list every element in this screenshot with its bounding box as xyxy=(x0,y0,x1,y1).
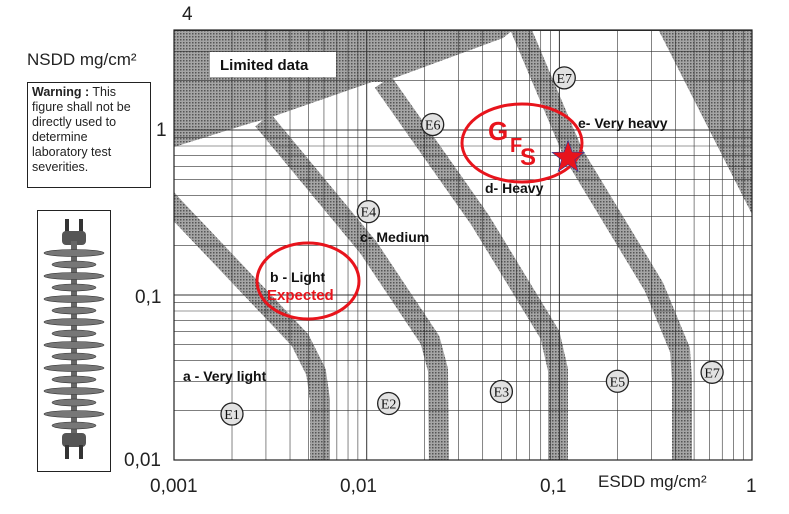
expected-annotation: Expected xyxy=(267,287,334,304)
insulator-shed xyxy=(43,410,105,418)
x-tick-1: 1 xyxy=(746,476,757,497)
insulator-shed xyxy=(51,352,97,361)
point-marker xyxy=(356,200,381,224)
limited-data-label: Limited data xyxy=(220,57,309,74)
point-marker xyxy=(489,379,514,404)
y-axis-title: NSDD mg/cm² xyxy=(27,50,137,69)
point-marker xyxy=(605,369,630,393)
insulator-shed xyxy=(43,387,105,395)
point-label: E4 xyxy=(361,206,377,221)
point-e7: E7 xyxy=(552,66,576,90)
band-a-b-boundary xyxy=(174,191,330,460)
zone-e-label: e- Very heavy xyxy=(578,115,668,131)
x-tick-0-01: 0,01 xyxy=(340,476,377,497)
gfs-star-marker xyxy=(551,139,586,173)
insulator-shed xyxy=(43,364,105,372)
insulator-shed xyxy=(51,260,97,269)
band-d-e-boundary xyxy=(510,30,692,460)
gfs-letter-f: F xyxy=(510,135,522,157)
zone-a-label: a - Very light xyxy=(183,368,267,384)
point-e6: E6 xyxy=(421,112,445,137)
insulator-shed xyxy=(51,329,97,338)
point-marker xyxy=(220,402,244,426)
x-axis-title: ESDD mg/cm² xyxy=(598,472,707,491)
insulator-shed xyxy=(43,249,105,257)
point-e4: E4 xyxy=(356,200,381,224)
y-tick-4: 4 xyxy=(182,4,193,25)
gfs-ellipse xyxy=(460,102,584,184)
point-label: E6 xyxy=(425,118,441,133)
point-e5: E5 xyxy=(605,369,630,393)
band-b-c-boundary xyxy=(255,113,449,460)
point-marker xyxy=(700,360,724,384)
insulator-shed xyxy=(51,306,97,315)
insulator-icon xyxy=(43,219,105,459)
point-e1: E1 xyxy=(220,402,244,426)
zone-d-label: d- Heavy xyxy=(485,180,544,196)
point-label: E5 xyxy=(610,375,626,390)
point-marker xyxy=(377,391,401,416)
insulator-shed xyxy=(51,398,97,407)
warning-note: Warning : This figure shall not be direc… xyxy=(27,82,151,188)
band-c-d-boundary xyxy=(374,76,568,460)
point-label: E7 xyxy=(704,366,720,381)
point-e2: E2 xyxy=(377,391,401,416)
point-marker xyxy=(552,66,576,90)
point-marker xyxy=(421,112,445,137)
point-label: E1 xyxy=(224,408,240,423)
y-tick-1: 1 xyxy=(156,120,167,141)
y-tick-0-1: 0,1 xyxy=(135,287,162,308)
warning-bold: Warning : xyxy=(32,85,90,99)
gfs-letter-g: G xyxy=(488,116,508,146)
y-tick-0-01: 0,01 xyxy=(124,450,161,471)
gfs-letter-s: S xyxy=(520,144,536,171)
expected-ellipse xyxy=(255,241,361,321)
x-tick-0-001: 0,001 xyxy=(150,476,198,497)
insulator-shed xyxy=(51,421,97,430)
limited-data-box xyxy=(210,52,336,77)
insulator-shed xyxy=(51,375,97,384)
point-label: E2 xyxy=(381,398,397,413)
warning-text: This figure shall not be directly used t… xyxy=(32,85,131,174)
insulator-image xyxy=(37,210,111,472)
insulator-shed xyxy=(43,272,105,280)
point-label: E3 xyxy=(494,386,510,401)
point-e3: E3 xyxy=(489,379,514,404)
zone-b-label: b - Light xyxy=(270,269,326,285)
point-label: E7 xyxy=(556,72,572,87)
plot-frame xyxy=(173,29,753,461)
point-e7: E7 xyxy=(700,360,724,384)
insulator-shed xyxy=(43,318,105,326)
insulator-shed xyxy=(43,341,105,349)
zone-c-label: c- Medium xyxy=(360,229,429,245)
zone-ab-region xyxy=(174,120,439,460)
insulator-shed xyxy=(51,283,97,292)
x-tick-0-1: 0,1 xyxy=(540,476,567,497)
insulator-shed xyxy=(43,295,105,303)
